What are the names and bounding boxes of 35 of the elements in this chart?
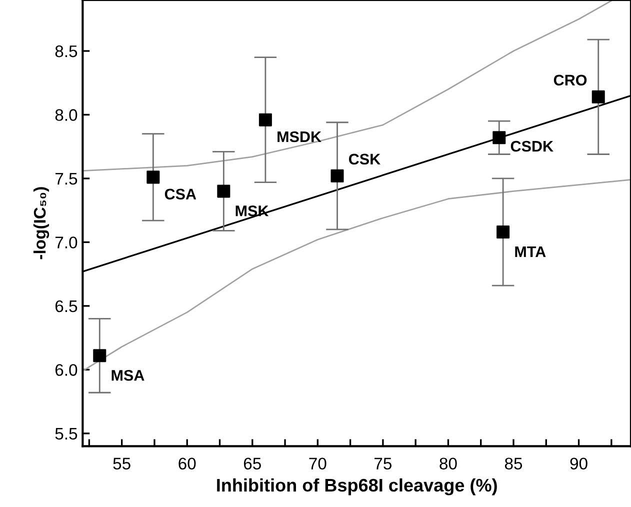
x-tick-label: 60 bbox=[178, 458, 196, 470]
annotation: MSA bbox=[112, 370, 144, 381]
point bbox=[592, 90, 605, 104]
y-tick-label: 5.5 bbox=[55, 428, 78, 440]
annotation: CSA bbox=[164, 188, 196, 200]
point bbox=[330, 169, 344, 182]
x-axis-title: Inhibition of Bsp68I cleavage (%) bbox=[217, 478, 497, 496]
x-tick-label: 65 bbox=[244, 458, 261, 470]
point bbox=[146, 170, 160, 184]
y-tick-label: 7.0 bbox=[55, 236, 78, 248]
point bbox=[217, 184, 230, 198]
annotation: CSK bbox=[348, 154, 380, 165]
line-series bbox=[82, 0, 614, 172]
x-tick-label: 55 bbox=[113, 458, 130, 470]
y-tick-label: 7.5 bbox=[55, 173, 78, 185]
x-tick-label: 85 bbox=[504, 458, 522, 470]
y-axis-title: -log(IC₅₀) bbox=[33, 187, 50, 260]
annotation: CRO bbox=[554, 74, 587, 86]
y-tick-label: 8.5 bbox=[55, 45, 78, 58]
annotation: MSDK bbox=[278, 131, 322, 142]
y-tick-label: 6.0 bbox=[55, 364, 78, 376]
point bbox=[496, 226, 510, 239]
point bbox=[492, 131, 506, 144]
point bbox=[258, 113, 272, 126]
x-tick-label: 80 bbox=[440, 458, 457, 470]
annotation: MTA bbox=[515, 246, 546, 257]
annotation: MSK bbox=[236, 206, 269, 216]
x-tick-label: 90 bbox=[570, 458, 588, 470]
line-series bbox=[82, 179, 631, 372]
x-tick-label: 70 bbox=[309, 458, 326, 470]
point bbox=[93, 349, 106, 362]
y-tick-label: 6.5 bbox=[55, 300, 78, 312]
x-tick-label: 75 bbox=[374, 458, 392, 470]
annotation: CSDK bbox=[510, 140, 554, 152]
y-tick-label: 8.0 bbox=[55, 109, 78, 121]
